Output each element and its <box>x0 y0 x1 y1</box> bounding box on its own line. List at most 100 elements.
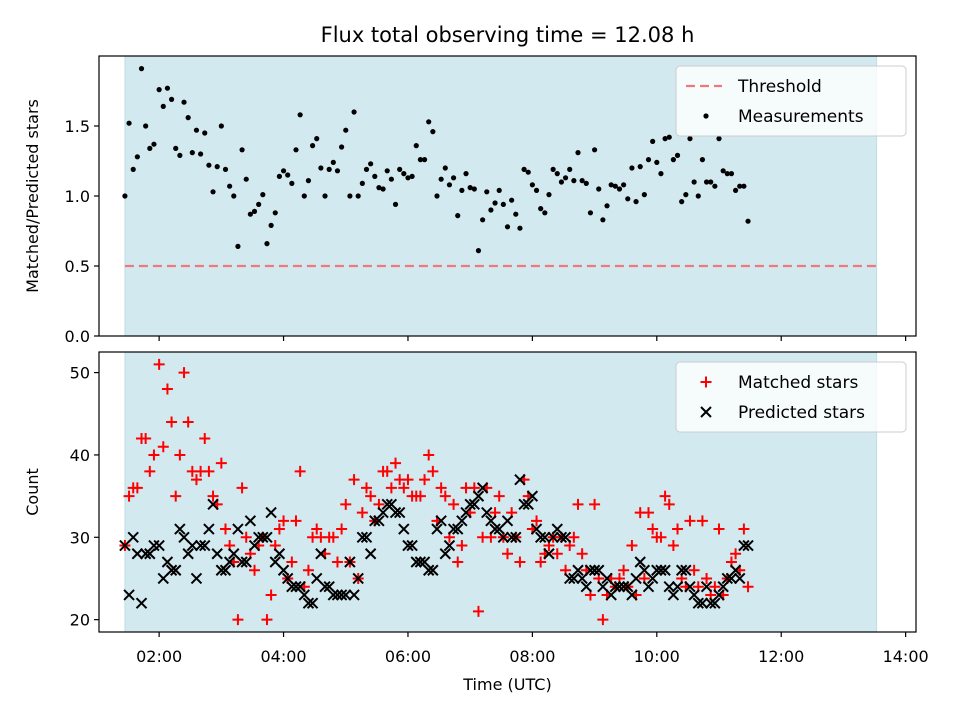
data-point <box>257 531 269 544</box>
x-tick-label: 02:00 <box>136 647 182 666</box>
data-point <box>384 168 390 174</box>
data-point <box>435 515 447 527</box>
data-point <box>645 157 652 163</box>
data-point <box>405 175 411 181</box>
data-point <box>510 531 522 544</box>
data-point <box>240 556 252 568</box>
data-point <box>426 119 432 125</box>
data-point <box>529 182 535 188</box>
data-point <box>177 152 183 158</box>
data-point <box>147 145 153 151</box>
data-point <box>277 564 290 576</box>
data-point <box>643 507 655 519</box>
data-point <box>219 523 231 535</box>
x-axis-label: Time (UTC) <box>462 675 551 694</box>
data-point <box>210 189 216 195</box>
data-point <box>178 367 190 379</box>
data-point <box>683 192 689 198</box>
data-point <box>633 199 639 205</box>
data-point <box>363 166 370 172</box>
data-point <box>268 222 274 228</box>
data-point <box>174 523 186 535</box>
data-point <box>662 136 668 142</box>
data-point <box>123 589 135 601</box>
data-point <box>199 539 211 552</box>
data-point <box>591 147 598 153</box>
data-point <box>501 515 514 527</box>
data-point <box>546 192 552 198</box>
data-point <box>463 171 469 177</box>
x-tick-label: 10:00 <box>634 647 680 666</box>
data-point <box>293 147 299 153</box>
data-point <box>604 203 610 209</box>
data-point <box>347 193 353 199</box>
data-point <box>572 498 584 510</box>
data-point <box>134 154 140 160</box>
y-tick-label: 0.5 <box>65 257 90 276</box>
data-point <box>696 597 709 609</box>
data-point <box>273 548 286 560</box>
data-point <box>729 564 742 576</box>
data-point <box>222 166 229 172</box>
data-point <box>579 178 585 184</box>
x-tick-label: 14:00 <box>883 647 929 666</box>
data-point <box>427 564 439 576</box>
data-point <box>609 580 622 593</box>
data-point <box>380 186 386 192</box>
data-point <box>684 515 696 527</box>
data-point <box>239 147 245 153</box>
data-point <box>713 589 725 601</box>
data-point <box>468 498 481 511</box>
data-point <box>568 572 580 585</box>
legend: Threshold Measurements <box>675 65 907 137</box>
data-point <box>484 189 490 195</box>
data-point <box>261 531 273 544</box>
data-point <box>235 243 241 249</box>
data-point <box>265 506 277 519</box>
data-point <box>236 556 248 568</box>
data-point <box>667 540 679 552</box>
data-point <box>157 441 169 453</box>
data-point <box>732 187 739 193</box>
data-point <box>301 193 307 199</box>
data-point <box>144 548 156 560</box>
legend-box <box>675 65 907 137</box>
legend-dot-swatch <box>703 113 709 119</box>
data-point <box>502 548 513 560</box>
data-point <box>724 171 730 177</box>
legend-x-swatch <box>700 406 712 418</box>
data-point <box>651 564 663 576</box>
data-point <box>439 548 451 560</box>
data-point <box>655 564 667 576</box>
bottom-panel: 20 30 40 50 02:00 04:00 06:00 08:00 10:00 12:00 14… <box>23 351 929 694</box>
data-point <box>671 580 684 593</box>
data-point <box>215 457 227 469</box>
y-tick-label: 50 <box>70 364 90 383</box>
data-point <box>410 556 422 568</box>
data-point <box>232 614 244 626</box>
data-point <box>203 523 215 535</box>
data-point <box>199 432 211 444</box>
data-point <box>667 589 680 601</box>
data-point <box>194 539 207 552</box>
data-point <box>182 416 194 428</box>
data-point <box>236 482 248 494</box>
data-point <box>290 515 302 527</box>
plot-frame <box>98 351 917 633</box>
data-point <box>596 186 602 192</box>
data-point <box>302 564 314 576</box>
data-point <box>166 416 178 428</box>
data-point <box>355 193 361 199</box>
data-point <box>663 498 675 510</box>
data-point <box>140 432 152 444</box>
data-point <box>336 523 348 535</box>
data-point <box>448 498 460 510</box>
data-point <box>402 474 414 486</box>
data-point <box>531 515 543 527</box>
data-point <box>174 449 186 461</box>
data-point <box>348 589 360 601</box>
data-point <box>392 201 399 207</box>
data-point <box>289 180 295 186</box>
data-point <box>551 548 563 560</box>
